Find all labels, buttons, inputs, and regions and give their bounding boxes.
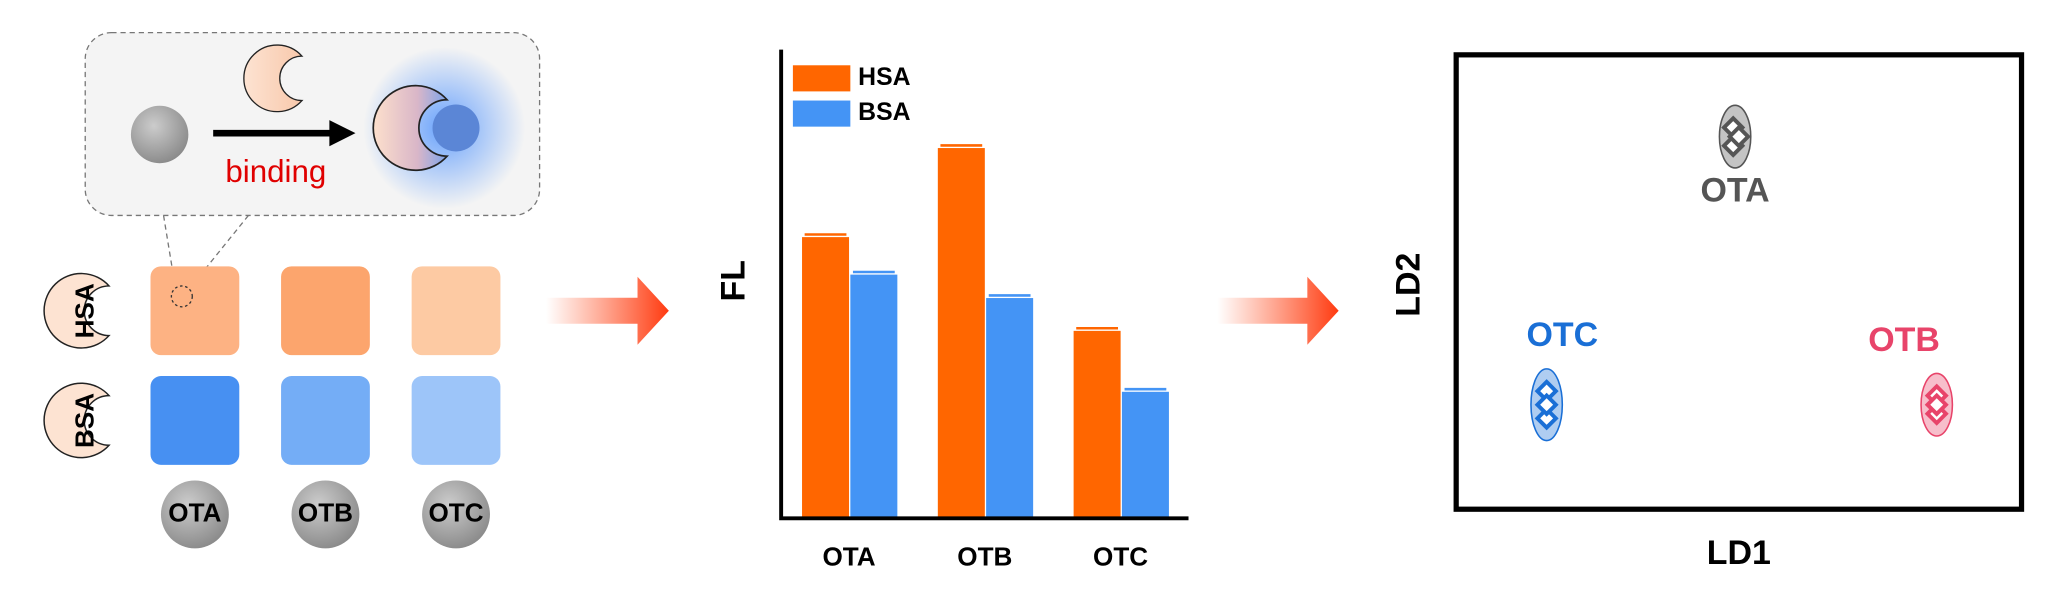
bar: [986, 298, 1034, 519]
column-label: OTC: [428, 497, 483, 527]
legend-label: HSA: [858, 64, 910, 91]
flow-arrow: [546, 276, 669, 345]
legend-swatch: [792, 100, 851, 127]
point: [1534, 392, 1559, 417]
arrow-head: [329, 120, 356, 147]
sensor-cell: [411, 376, 501, 465]
point: [1534, 406, 1559, 431]
callout-pointer: [187, 215, 249, 291]
group-label: OTB: [1868, 321, 1940, 359]
row-label: HSA: [69, 283, 99, 338]
sensor-cell: [281, 376, 370, 465]
legend-swatch: [792, 65, 851, 92]
callout-pointer: [162, 215, 176, 288]
analyte-ball: [291, 480, 360, 549]
column-label: OTA: [168, 497, 221, 527]
analyte-ball: [130, 105, 189, 164]
bar: [1073, 330, 1121, 519]
plot-frame: [1453, 52, 2025, 512]
row-label: BSA: [69, 393, 99, 448]
axis: [779, 49, 1189, 521]
point: [1534, 379, 1559, 404]
sensor-cell: [150, 266, 240, 356]
point: [1924, 392, 1949, 417]
x-tick-label: OTA: [822, 542, 875, 572]
y-axis-label: FL: [714, 260, 752, 301]
bound-analyte: [432, 104, 480, 152]
bar: [802, 237, 850, 519]
bar: [1121, 391, 1169, 519]
point: [1726, 124, 1751, 149]
flow-arrow: [1217, 276, 1339, 345]
sensor-cell: [411, 266, 501, 356]
binding-label: binding: [225, 154, 326, 189]
sensor-cell: [150, 376, 240, 465]
x-axis-label: LD1: [1707, 534, 1771, 572]
x-tick-label: OTB: [957, 542, 1012, 572]
bar: [850, 274, 898, 519]
group-label: OTC: [1526, 316, 1598, 354]
bar: [937, 148, 985, 519]
zoom-marker: [170, 285, 193, 308]
column-label: OTB: [298, 497, 353, 527]
analyte-ball: [422, 480, 490, 549]
y-axis-label: LD2: [1389, 253, 1427, 317]
analyte-ball: [160, 480, 229, 549]
group-label: OTA: [1701, 172, 1770, 210]
x-tick-label: OTC: [1093, 542, 1148, 572]
sensor-cell: [281, 266, 370, 356]
legend-label: BSA: [858, 99, 910, 126]
